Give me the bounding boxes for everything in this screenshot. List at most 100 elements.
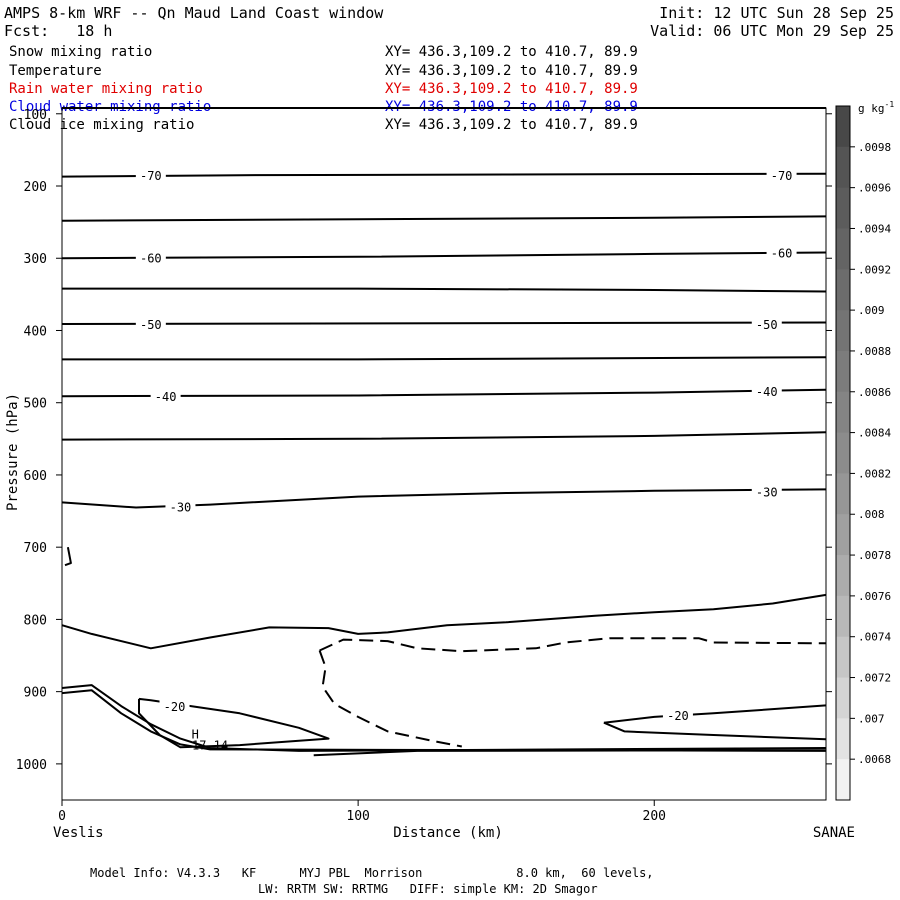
isotherm-label-bg [751,316,782,331]
y-tick-label: 600 [24,469,47,484]
isotherm-lines [61,107,827,757]
isotherm-label: -60 [771,246,793,260]
isotherm-label-bg [135,168,166,183]
isotherm-line [61,488,827,509]
isotherm-line [603,704,827,724]
x-axis-label: Distance (km) [393,825,503,841]
isotherm-label: -50 [140,318,162,332]
colorbar: .0098 .0096 .0094 .0092 .009 .0088 .0086 .0084.… [835,105,891,801]
isotherm-line [61,172,827,178]
colorbar-frame [835,105,851,801]
isotherm-dashed [319,637,827,653]
isotherm-label: -50 [756,318,778,332]
colorbar-swatch [836,636,850,679]
isotherm-line [61,431,827,441]
colorbar-swatch [836,391,850,434]
isotherm-line [64,547,72,567]
forecast-hour: Fcst: 18 h [4,22,113,40]
isotherm-label: -20 [667,709,689,723]
isotherm-dashed [318,650,462,748]
isotherm-line [61,593,827,650]
colorbar-label: .009 [858,304,885,317]
isotherm-line [62,356,827,361]
isotherm-label: -30 [756,486,778,500]
y-tick-label: 200 [24,180,47,195]
colorbar-label: .0082 [858,467,891,480]
colorbar-swatch [836,595,850,638]
isotherm-line [313,749,827,757]
x-tick-label: 0 [58,809,66,824]
model-info-line1: Model Info: V4.3.3 KF MYJ PBL Morrison 8… [90,866,654,880]
isotherm-label: -20 [164,700,186,714]
x-tick-label: 100 [346,809,369,824]
field-name-snow: Snow mixing ratio [9,44,153,60]
isotherm-label: -40 [155,390,177,404]
colorbar-swatch [836,146,850,189]
colorbar-swatch [836,759,850,801]
colorbar-label: .0072 [858,672,891,685]
isotherm-line [62,287,827,293]
annotation-label: 17.14 [192,738,228,752]
colorbar-label: .0084 [858,427,891,440]
isotherm-label-bg [165,499,196,514]
colorbar-label: .0076 [858,590,891,603]
y-tick-label: 800 [24,613,47,628]
colorbar-swatch [836,228,850,270]
colorbar-swatch [836,473,850,515]
y-tick-label: 500 [24,397,47,412]
y-axis-label: Pressure (hPa) [5,393,21,511]
colorbar-label: .0096 [858,182,891,195]
colorbar-label: .0094 [858,222,891,235]
y-tick-label: 700 [24,541,47,556]
colorbar-label: .007 [858,712,885,725]
isotherm-label-bg [766,245,797,260]
isotherm-line [61,321,827,325]
valid-time: Valid: 06 UTC Mon 29 Sep 25 [650,22,894,40]
y-tick-label: 1000 [16,758,47,773]
isotherm-line [61,251,827,260]
isotherm-label: -70 [771,169,793,183]
x-endpoint-right: SANAE [813,825,855,841]
isotherm-label-bg [766,168,797,183]
colorbar-swatch [836,514,850,556]
isotherm-label-bg [150,389,181,404]
field-name-rain: Rain water mixing ratio [9,81,203,97]
colorbar-swatch [836,350,850,393]
isotherm-label-bg [159,699,190,714]
isotherm-line [61,684,827,752]
isotherm-label: -70 [140,169,162,183]
colorbar-label: .0074 [858,631,891,644]
field-xy-snow: XY= 436.3,109.2 to 410.7, 89.9 [385,44,638,60]
y-tick-label: 900 [24,686,47,701]
field-name-cloud-ice: Cloud ice mixing ratio [9,117,195,133]
model-info-line2: LW: RRTM SW: RRTMG DIFF: simple KM: 2D S… [258,882,598,896]
y-tick-label: 400 [24,324,47,339]
isotherm-line [61,215,827,222]
colorbar-label: .0078 [858,549,891,562]
isotherm-labels: -70 -70 -60 -60 -50 -50 -40 -40 -30 -30 -20 -20 [135,168,797,723]
annotation-label: H [192,728,199,742]
colorbar-swatch [836,106,850,148]
field-name-temperature: Temperature [9,63,102,79]
colorbar-label: .008 [858,508,885,521]
annotations: H17.14 [192,728,228,753]
field-xy-rain: XY= 436.3,109.2 to 410.7, 89.9 [385,81,638,97]
isotherm-label: -60 [140,252,162,266]
isotherm-line [138,697,330,749]
isotherm-label-bg [751,384,782,399]
colorbar-label: .0068 [858,753,891,766]
colorbar-label: .0088 [858,345,891,358]
colorbar-label: .0092 [858,263,891,276]
colorbar-swatch [836,187,850,229]
isotherm-line [603,721,827,741]
isotherm-label-bg [135,250,166,265]
field-xy-cloud-water: XY= 436.3,109.2 to 410.7, 89.9 [385,99,638,115]
isotherm-label: -40 [756,385,778,399]
plot-title: AMPS 8-km WRF -- Qn Maud Land Coast wind… [4,4,384,22]
colorbar-label: .0098 [858,141,891,154]
field-xy-cloud-ice: XY= 436.3,109.2 to 410.7, 89.9 [385,117,638,133]
isotherm-label-bg [751,484,782,499]
x-endpoint-left: Veslis [53,825,104,841]
plot-frame [61,107,827,801]
